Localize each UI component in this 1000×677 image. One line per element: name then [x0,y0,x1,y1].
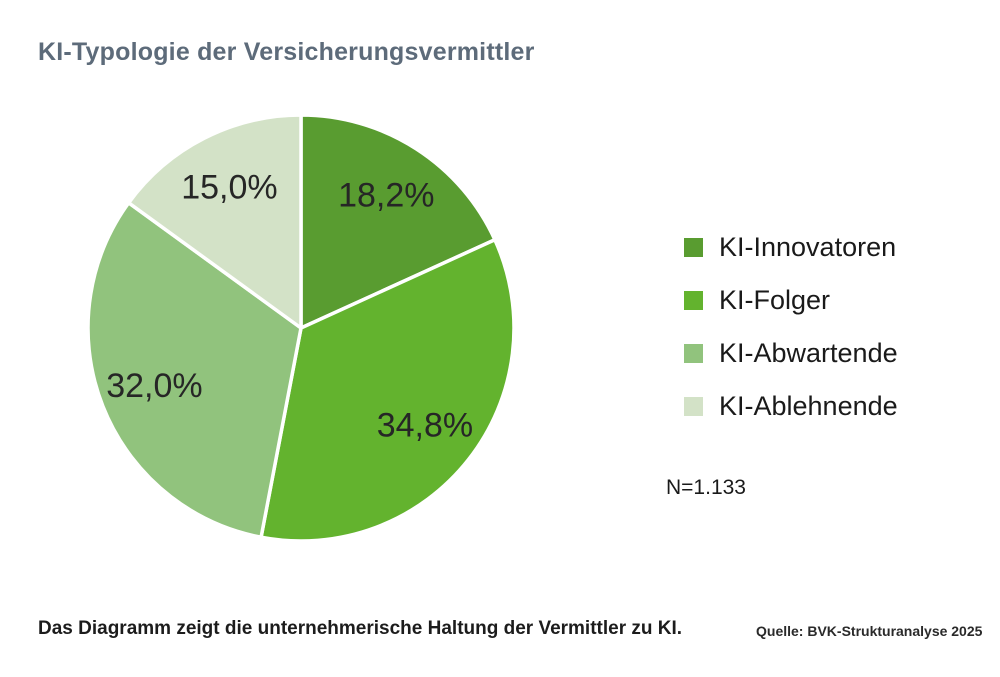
legend: KI-Innovatoren KI-Folger KI-Abwartende K… [684,232,898,444]
sample-size-note: N=1.133 [666,476,746,499]
legend-item-label: KI-Ablehnende [719,390,898,421]
legend-item: KI-Innovatoren [684,232,898,262]
pie-chart-area: 18,2% 34,8% 32,0% 15,0% [84,111,518,545]
legend-item: KI-Ablehnende [684,391,898,421]
legend-swatch [684,396,703,416]
legend-item-label: KI-Abwartende [719,337,898,368]
slice-value-label: 34,8% [377,406,473,444]
slice-value-label: 15,0% [181,169,277,207]
legend-item: KI-Folger [684,285,898,315]
legend-swatch [684,343,703,363]
pie-slice-ki-folger [259,237,516,543]
caption: Das Diagramm zeigt die unternehmerische … [38,618,683,639]
slice-value-label: 18,2% [338,177,434,215]
slice-value-label: 32,0% [106,367,202,405]
legend-swatch [684,290,703,310]
legend-item-label: KI-Folger [719,284,831,315]
pie-chart: 18,2% 34,8% 32,0% 15,0% [86,113,516,543]
pie-slice-ki-innovatoren [299,113,497,330]
legend-item: KI-Abwartende [684,338,898,368]
pie-slice-ki-abwartende [86,201,303,539]
legend-item-label: KI-Innovatoren [719,231,897,262]
source-note: Quelle: BVK-Strukturanalyse 2025 [756,623,983,639]
legend-swatch [684,237,703,257]
pie-slice-ki-ablehnende [126,113,303,330]
page-title: KI-Typologie der Versicherungsvermittler [38,38,535,66]
